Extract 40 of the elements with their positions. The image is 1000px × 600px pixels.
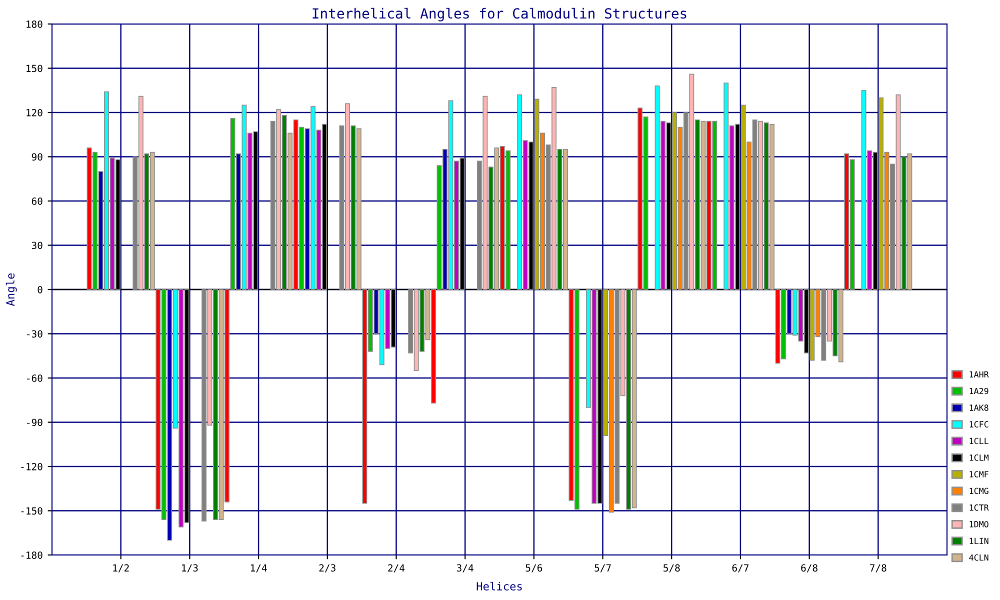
x-tick-label: 3/4	[456, 564, 474, 572]
legend-label: 1CTR	[970, 504, 989, 511]
y-tick-label: 180	[26, 20, 42, 28]
y-tick-label: -30	[27, 330, 42, 338]
legend-label: 1CLL	[970, 438, 988, 444]
y-tick-label: -90	[27, 418, 42, 426]
x-tick-label: 5/7	[594, 564, 611, 572]
x-tick-label: 1/3	[182, 564, 198, 572]
legend-label: 1CMF	[970, 471, 988, 478]
y-tick-label: 0	[38, 286, 42, 294]
legend-label: 1CLM	[970, 454, 988, 461]
y-tick-label: 60	[32, 198, 42, 205]
legend-label: 1AHR	[970, 371, 989, 378]
x-tick-label: 5/8	[664, 564, 680, 572]
y-tick-label: 30	[32, 242, 42, 250]
legend-label: 1CFC	[970, 421, 988, 428]
legend-label: 1DMO	[970, 521, 988, 528]
y-axis-title: Angle	[6, 273, 17, 306]
x-tick-label: 5/6	[526, 564, 542, 572]
x-tick-label: 6/7	[732, 564, 749, 572]
y-tick-label: -150	[21, 507, 42, 515]
y-tick-label: 90	[32, 153, 42, 161]
x-tick-label: 2/3	[319, 564, 336, 572]
chart-title: Interhelical Angles for Calmodulin Structures	[312, 8, 686, 22]
x-axis-title: Helices	[476, 582, 522, 590]
y-tick-label: 120	[26, 109, 42, 116]
x-tick-label: 1/4	[250, 564, 267, 572]
y-tick-label: -180	[21, 552, 42, 559]
y-tick-label: -120	[21, 463, 42, 470]
legend-label: 1A29	[970, 388, 988, 394]
legend-label: 4CLN	[969, 554, 988, 561]
y-tick-label: -60	[27, 374, 42, 382]
legend-label: 1AK8	[970, 404, 988, 411]
x-tick-label: 6/8	[801, 564, 818, 572]
x-tick-label: 1/2	[113, 564, 129, 572]
legend-label: 1CMG	[970, 488, 988, 494]
legend-label: 1LIN	[970, 538, 988, 544]
x-tick-label: 2/4	[388, 564, 405, 572]
x-tick-label: 7/8	[870, 564, 886, 572]
y-tick-label: 150	[26, 64, 42, 72]
